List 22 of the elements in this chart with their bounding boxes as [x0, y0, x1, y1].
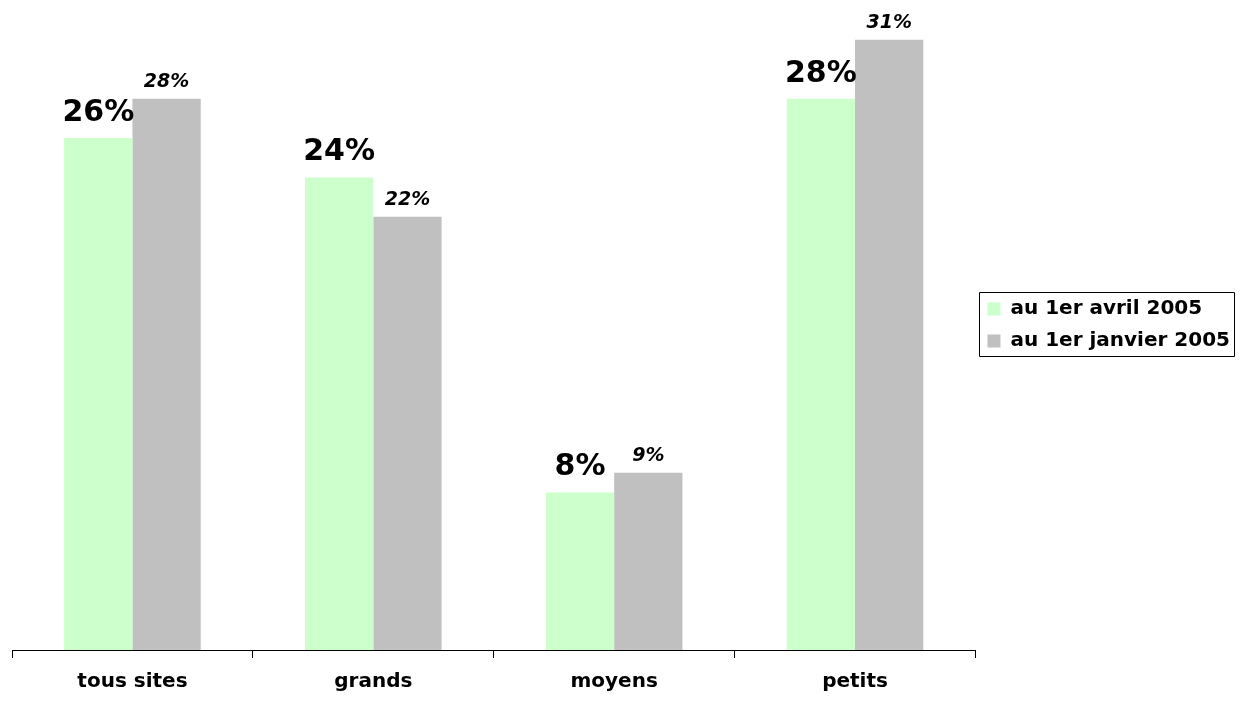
bar — [855, 39, 924, 650]
bar — [786, 98, 856, 650]
data-label: 8% — [554, 447, 606, 483]
data-label: 22% — [384, 186, 431, 209]
x-tick-label: tous sites — [77, 668, 188, 693]
bar — [545, 492, 615, 650]
legend-label: au 1er avril 2005 — [1010, 295, 1203, 320]
bar — [64, 138, 133, 650]
data-label: 9% — [632, 442, 665, 465]
bar — [373, 216, 442, 650]
bar — [132, 98, 201, 650]
data-label: 31% — [866, 9, 912, 32]
bar — [305, 177, 374, 650]
data-label: 28% — [143, 68, 190, 91]
x-tick-label: petits — [822, 668, 888, 693]
data-label: 26% — [62, 93, 135, 129]
bar — [614, 472, 683, 650]
x-tick-label: grands — [334, 668, 413, 693]
x-tick-label: moyens — [570, 668, 658, 693]
legend-label: au 1er janvier 2005 — [1010, 327, 1231, 352]
data-label: 24% — [303, 132, 376, 168]
data-label: 28% — [784, 53, 857, 89]
